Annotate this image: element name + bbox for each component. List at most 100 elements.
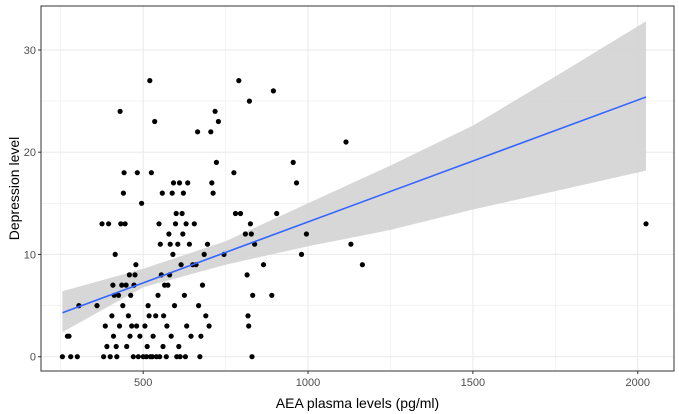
data-point [129, 323, 135, 329]
data-point [150, 333, 156, 339]
y-tick-label: 20 [24, 147, 36, 159]
data-point [137, 333, 143, 339]
data-point [164, 323, 170, 329]
data-point [74, 354, 80, 360]
data-point [212, 108, 218, 114]
data-point [132, 272, 138, 278]
data-point [142, 323, 148, 329]
data-point [133, 262, 139, 268]
data-point [144, 343, 150, 350]
data-point [110, 282, 116, 288]
confidence-band-layer [62, 21, 646, 333]
data-point [135, 354, 141, 360]
data-point [242, 231, 248, 237]
data-point [245, 313, 251, 319]
data-point [244, 272, 250, 278]
data-point [104, 343, 110, 350]
trend-line [62, 96, 647, 314]
data-point [110, 333, 117, 339]
data-point [148, 170, 154, 176]
data-point [210, 190, 216, 196]
x-tick-label: 500 [134, 377, 152, 389]
data-point [232, 210, 239, 217]
data-point [269, 292, 275, 298]
data-point [171, 303, 178, 309]
data-point [122, 221, 128, 227]
data-point [109, 313, 115, 319]
data-point [191, 221, 197, 227]
data-point [343, 139, 349, 145]
data-point [114, 354, 120, 360]
data-point [181, 292, 187, 298]
data-point [246, 323, 252, 329]
trend-line-layer [62, 96, 647, 314]
data-point [163, 354, 169, 360]
data-point [204, 241, 211, 247]
data-point [208, 129, 214, 135]
data-point [99, 221, 105, 227]
data-point [206, 323, 212, 329]
data-point [156, 221, 162, 227]
data-point [203, 313, 209, 319]
data-point [167, 241, 173, 247]
data-point [293, 180, 300, 186]
data-point [145, 303, 151, 309]
data-point [274, 210, 280, 217]
data-point [290, 159, 296, 165]
data-point [159, 190, 165, 196]
data-point [176, 180, 183, 186]
data-point [68, 354, 74, 360]
data-point [170, 251, 176, 257]
data-point [126, 272, 132, 278]
data-point [185, 180, 191, 186]
data-point [170, 180, 177, 186]
data-point [117, 108, 123, 114]
data-point [180, 231, 186, 237]
data-point [134, 170, 140, 176]
data-point [176, 343, 182, 350]
data-point [197, 354, 203, 360]
data-point [102, 323, 108, 329]
data-point [196, 303, 202, 309]
data-point [113, 343, 119, 350]
data-point [182, 354, 188, 360]
data-point [215, 118, 221, 125]
panel-border [40, 5, 675, 372]
data-point [201, 251, 207, 257]
data-point [115, 292, 122, 298]
data-point [188, 333, 194, 339]
data-point [237, 210, 244, 217]
data-point [247, 221, 253, 227]
data-point [66, 333, 72, 339]
data-point [260, 262, 267, 268]
data-point [139, 200, 145, 206]
data-point [125, 313, 131, 319]
x-tick-label: 1500 [461, 377, 485, 389]
data-point [157, 241, 163, 247]
y-axis-ticks: 0 10 20 30 [24, 45, 41, 364]
data-point [120, 190, 126, 196]
data-point [134, 323, 140, 329]
data-point [179, 210, 185, 217]
data-point [198, 333, 204, 339]
data-point [173, 210, 179, 217]
data-point [643, 221, 649, 227]
x-tick-label: 2000 [625, 377, 649, 389]
data-point [112, 251, 118, 257]
data-point [130, 354, 136, 360]
data-point [152, 118, 158, 125]
data-point [157, 354, 163, 360]
data-point [169, 190, 175, 196]
data-point [166, 231, 172, 237]
data-point [146, 313, 152, 319]
data-point [236, 78, 242, 84]
data-point [160, 343, 166, 350]
data-point [246, 98, 252, 104]
data-point [165, 282, 171, 288]
data-point [101, 354, 107, 360]
y-tick-label: 0 [30, 352, 36, 364]
data-point [270, 88, 276, 94]
data-point [180, 190, 186, 196]
data-point [94, 303, 100, 309]
